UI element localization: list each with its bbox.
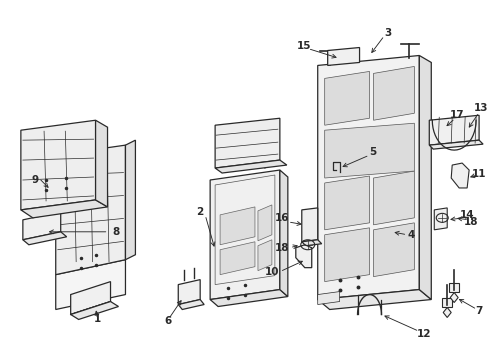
Text: 7: 7 [475,306,483,316]
Text: 14: 14 [460,210,474,220]
Polygon shape [210,289,288,306]
Text: 18: 18 [274,243,289,253]
Polygon shape [302,208,318,242]
Polygon shape [258,205,272,241]
Polygon shape [318,292,340,305]
Polygon shape [449,283,459,292]
Text: 8: 8 [112,227,119,237]
Text: 12: 12 [417,329,432,339]
Polygon shape [71,282,111,315]
Polygon shape [56,260,125,310]
Polygon shape [373,223,415,276]
Polygon shape [450,293,458,302]
Polygon shape [318,55,419,300]
Text: 16: 16 [274,213,289,223]
Polygon shape [215,118,280,168]
Text: 13: 13 [474,103,489,113]
Polygon shape [451,163,469,188]
Polygon shape [280,170,288,297]
Polygon shape [419,55,431,300]
Text: 10: 10 [265,267,279,276]
Polygon shape [23,232,67,245]
Text: 9: 9 [31,175,38,185]
Text: 18: 18 [464,217,478,227]
Polygon shape [21,120,96,210]
Polygon shape [340,222,390,243]
Text: 15: 15 [296,41,311,50]
Text: 11: 11 [472,169,487,179]
Polygon shape [21,200,107,218]
Text: 2: 2 [196,207,204,217]
Polygon shape [258,240,272,271]
Polygon shape [325,71,369,125]
Polygon shape [56,145,125,275]
Polygon shape [373,171,415,225]
Polygon shape [23,212,61,240]
Polygon shape [434,208,447,230]
Polygon shape [328,48,360,66]
Polygon shape [302,240,322,246]
Polygon shape [178,280,200,305]
Text: 5: 5 [369,147,376,157]
Polygon shape [429,140,483,149]
Polygon shape [220,242,255,275]
Text: 1: 1 [94,314,101,324]
Polygon shape [215,160,287,173]
Polygon shape [429,115,479,145]
Text: 6: 6 [165,316,172,327]
Polygon shape [443,307,451,318]
Polygon shape [325,123,415,178]
Polygon shape [318,289,431,310]
Polygon shape [325,228,369,282]
Polygon shape [296,245,312,268]
Text: 4: 4 [408,230,415,240]
Text: 3: 3 [384,28,391,37]
Text: 17: 17 [450,110,465,120]
Polygon shape [178,300,204,310]
Polygon shape [96,120,107,207]
Polygon shape [325,176,369,230]
Polygon shape [373,67,415,120]
Polygon shape [442,298,452,306]
Polygon shape [125,140,135,260]
Polygon shape [220,207,255,245]
Polygon shape [71,302,119,319]
Polygon shape [210,170,280,300]
